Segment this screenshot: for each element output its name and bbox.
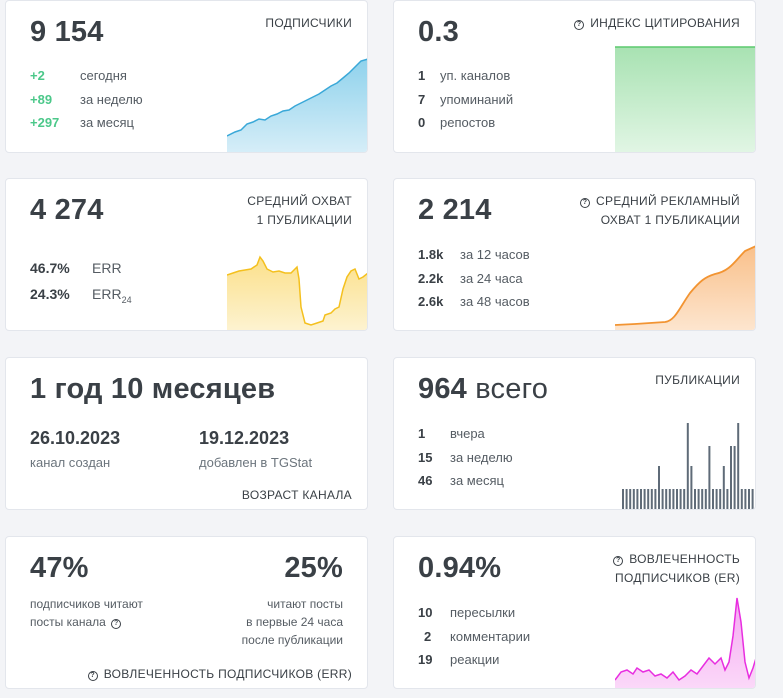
average-reach-card[interactable]: 4 274 СРЕДНИЙ ОХВАТ 1 ПУБЛИКАЦИИ 46.7% ERR… xyxy=(5,178,368,331)
subscribers-card[interactable]: 9 154 ПОДПИСЧИКИ +2 сегодня +89 за неделю … xyxy=(5,0,368,153)
publication-bar xyxy=(676,489,678,509)
help-icon[interactable]: ? xyxy=(613,556,624,566)
publication-bar xyxy=(744,489,747,509)
citation-channels-row: 1 уп. каналов xyxy=(418,68,511,83)
publications-value: 964 всего xyxy=(418,373,549,405)
publication-bar xyxy=(719,489,722,509)
average-reach-sparkline xyxy=(227,255,367,330)
subscribers-count: 9 154 xyxy=(30,16,104,48)
channel-age-caption: ВОЗРАСТ КАНАЛА xyxy=(241,488,352,502)
publication-bar xyxy=(650,489,653,509)
er-comments-row: 2 комментарии xyxy=(424,629,531,644)
ad-reach-12h-row: 1.8k за 12 часов xyxy=(418,247,530,262)
channel-created-label: канал создан xyxy=(30,455,111,470)
publications-bar-sparkline xyxy=(622,423,754,509)
publication-bar xyxy=(715,489,718,509)
subscribers-month-row: +297 за месяц xyxy=(30,115,134,130)
publications-week-row: 15 за неделю xyxy=(418,450,513,465)
engagement-readers-percent: 47% xyxy=(30,552,89,584)
average-ad-reach-sparkline xyxy=(615,245,755,330)
average-reach-caption: СРЕДНИЙ ОХВАТ 1 ПУБЛИКАЦИИ xyxy=(247,194,352,227)
err-row: 46.7% ERR xyxy=(30,260,122,276)
publication-bar xyxy=(661,489,664,509)
subscribers-week-row: +89 за неделю xyxy=(30,92,143,107)
publication-bar xyxy=(704,489,707,509)
publication-bar xyxy=(636,489,639,509)
citation-index-caption: ? ИНДЕКС ЦИТИРОВАНИЯ xyxy=(574,14,740,33)
average-reach-value: 4 274 xyxy=(30,194,104,226)
channel-age-value: 1 год 10 месяцев xyxy=(30,373,276,405)
publication-bar xyxy=(672,489,675,509)
publication-bar xyxy=(701,489,704,509)
publication-bar xyxy=(658,466,660,509)
help-icon[interactable]: ? xyxy=(580,198,591,208)
tgstat-added-label: добавлен в TGStat xyxy=(199,455,313,470)
publication-bar xyxy=(737,423,740,509)
engagement-readers-label: подписчиков читают посты канала ? xyxy=(30,597,143,629)
publication-bar xyxy=(686,423,689,509)
citation-reposts-row: 0 репостов xyxy=(418,115,496,130)
average-ad-reach-caption: ? СРЕДНИЙ РЕКЛАМНЫЙ ОХВАТ 1 ПУБЛИКАЦИИ xyxy=(580,192,740,230)
err24-row: 24.3% ERR24 xyxy=(30,286,132,305)
publication-bar xyxy=(683,489,686,509)
er-forwards-row: 10 пересылки xyxy=(418,605,516,620)
publication-bar xyxy=(712,489,714,509)
publication-bar xyxy=(679,489,682,509)
ad-reach-24h-row: 2.2k за 24 часа xyxy=(418,271,523,286)
average-ad-reach-value: 2 214 xyxy=(418,194,492,226)
average-ad-reach-card[interactable]: 2 214 ? СРЕДНИЙ РЕКЛАМНЫЙ ОХВАТ 1 ПУБЛИКАЦ… xyxy=(393,178,756,331)
channel-age-card[interactable]: 1 год 10 месяцев 26.10.2023 канал создан… xyxy=(5,357,368,510)
publication-bar xyxy=(748,489,750,509)
publications-card[interactable]: 964 всего ПУБЛИКАЦИИ 1 вчера 15 за неделю … xyxy=(393,357,756,510)
help-icon[interactable]: ? xyxy=(574,20,585,30)
help-icon[interactable]: ? xyxy=(111,619,122,629)
subscribers-sparkline xyxy=(227,58,367,152)
publication-bar xyxy=(694,489,696,509)
publication-bar xyxy=(665,489,668,509)
publications-caption: ПУБЛИКАЦИИ xyxy=(655,373,740,387)
publication-bar xyxy=(751,489,754,509)
help-icon[interactable]: ? xyxy=(87,671,98,681)
publication-bar xyxy=(647,489,650,509)
publication-bar xyxy=(629,489,632,509)
channel-created-date: 26.10.2023 xyxy=(30,428,121,448)
citation-index-value: 0.3 xyxy=(418,16,459,48)
engagement-24h-label: читают посты в первые 24 часа после публик… xyxy=(241,597,343,647)
publication-bar xyxy=(690,466,693,509)
publication-bar xyxy=(697,489,700,509)
ad-reach-48h-row: 2.6k за 48 часов xyxy=(418,294,530,309)
publication-bar xyxy=(654,489,657,509)
citation-mentions-row: 7 упоминаний xyxy=(418,92,514,107)
publication-bar xyxy=(668,489,671,509)
publication-bar xyxy=(625,489,628,509)
publication-bar xyxy=(708,446,711,509)
engagement-err-card[interactable]: 47% подписчиков читают посты канала ? 25%… xyxy=(5,536,368,689)
publication-bar xyxy=(726,489,729,509)
engagement-er-sparkline xyxy=(615,597,755,688)
publication-bar xyxy=(632,489,635,509)
er-reactions-row: 19 реакции xyxy=(418,652,500,667)
citation-sparkline xyxy=(615,46,755,152)
tgstat-added-date: 19.12.2023 xyxy=(199,428,290,448)
engagement-er-card[interactable]: 0.94% ? ВОВЛЕЧЕННОСТЬ ПОДПИСЧИКОВ (ER) 10 п… xyxy=(393,536,756,689)
publication-bar xyxy=(622,489,624,509)
publication-bar xyxy=(733,446,736,509)
engagement-er-caption: ? ВОВЛЕЧЕННОСТЬ ПОДПИСЧИКОВ (ER) xyxy=(613,552,740,585)
publication-bar xyxy=(640,489,642,509)
engagement-24h-percent: 25% xyxy=(284,552,343,584)
engagement-er-value: 0.94% xyxy=(418,552,502,584)
publication-bar xyxy=(730,446,732,509)
publications-yesterday-row: 1 вчера xyxy=(418,426,485,441)
publication-bar xyxy=(722,466,725,509)
publication-bar xyxy=(643,489,646,509)
publication-bar xyxy=(740,489,743,509)
engagement-err-caption: ? ВОВЛЕЧЕННОСТЬ ПОДПИСЧИКОВ (ERR) xyxy=(87,665,352,684)
citation-index-card[interactable]: 0.3 ? ИНДЕКС ЦИТИРОВАНИЯ 1 уп. каналов 7 уп… xyxy=(393,0,756,153)
subscribers-caption: ПОДПИСЧИКИ xyxy=(265,16,352,30)
publications-month-row: 46 за месяц xyxy=(418,473,504,488)
subscribers-today-row: +2 сегодня xyxy=(30,68,127,83)
